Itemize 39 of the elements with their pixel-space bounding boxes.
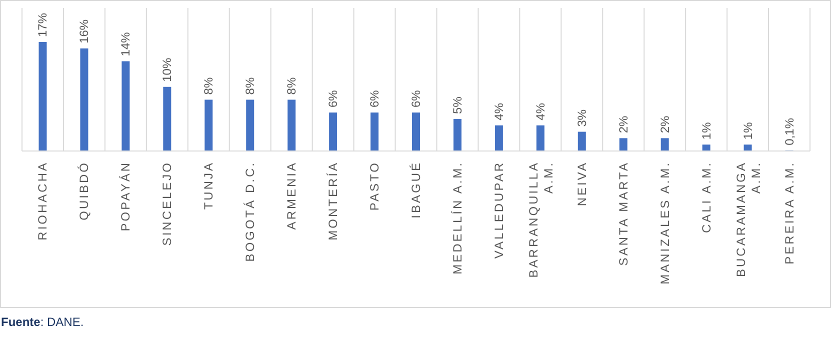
data-label: 4% [533,102,548,120]
data-label: 10% [160,58,174,82]
x-tick-label: BUCARAMANGA A.M. [734,161,763,278]
data-label: 14% [118,32,133,56]
data-label: 6% [409,90,423,108]
data-label: 8% [202,77,216,95]
x-tick-label: SINCELEJO [160,161,174,246]
data-label: 1% [740,122,755,140]
x-tick-label: CALI A.M. [699,161,714,234]
x-tick-label: POPAYÁN [118,161,133,232]
x-tick-label: PEREIRA A.M. [782,161,796,264]
x-tick-label: RIOHACHA [36,161,50,240]
data-label: 5% [450,96,464,114]
x-tick-label: ARMENIA [284,161,299,230]
data-label: 4% [492,102,506,120]
x-tick-label: MEDELLÍN A.M. [450,161,464,274]
data-label: 6% [368,90,382,108]
data-label: 6% [326,90,340,108]
x-tick-label: VALLEDUPAR [492,161,506,259]
x-tick-label: BARRANQUILLA A.M. [526,161,556,278]
data-label: 2% [616,116,630,134]
x-tick-label: IBAGUÉ [409,161,423,218]
x-tick-label: QUIBDÓ [77,161,92,220]
data-label: 0,1% [782,118,796,146]
x-tick-label: SANTA MARTA [616,161,630,266]
x-tick-label: MANIZALES A.M. [658,161,672,284]
x-tick-label: PASTO [368,161,382,211]
x-tick-label: MONTERÍA [326,161,340,240]
x-tick-label: TUNJA [202,161,216,210]
data-label: 3% [574,109,589,127]
data-label: 17% [36,12,50,37]
source-note: Fuente: DANE. [1,315,84,329]
data-label: 1% [699,122,714,140]
x-tick-label: BOGOTÁ D.C. [243,161,258,262]
data-label: 16% [77,19,92,44]
x-tick-label: NEIVA [574,161,589,206]
data-label: 8% [284,77,299,95]
data-label: 2% [658,116,672,134]
data-label: 8% [243,77,258,95]
